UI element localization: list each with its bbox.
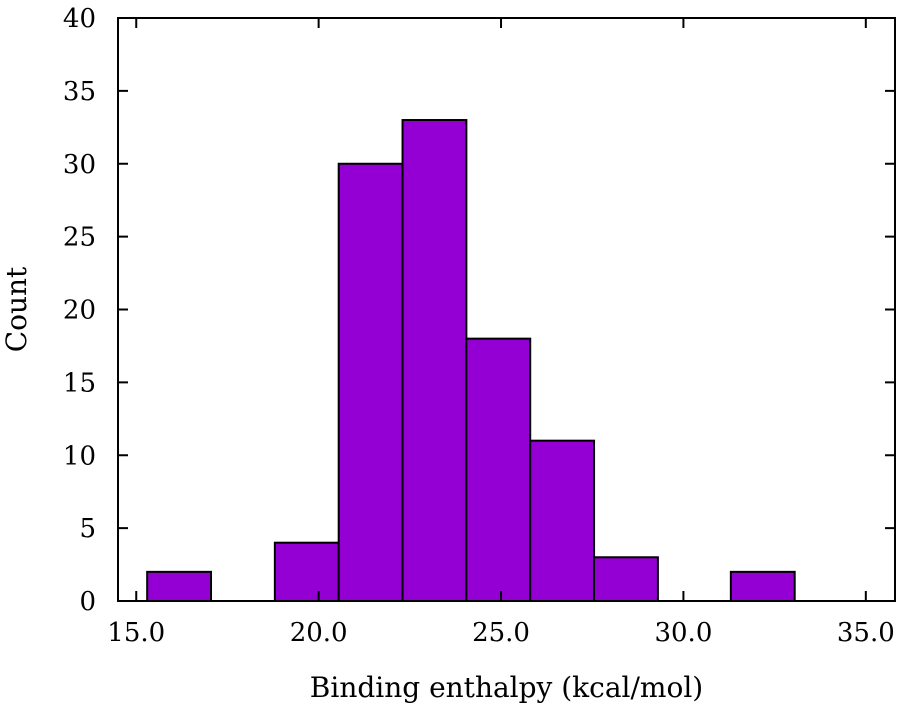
x-tick-label-4: 35.0 bbox=[837, 618, 895, 648]
y-tick-label-6: 30 bbox=[63, 150, 96, 180]
histogram-bar-3 bbox=[401, 119, 468, 603]
histogram-bar-6 bbox=[593, 556, 659, 603]
histogram-bar-0 bbox=[146, 570, 213, 602]
y-tick-label-8: 40 bbox=[63, 4, 96, 34]
y-tick-label-0: 0 bbox=[79, 587, 96, 617]
y-tick-label-2: 10 bbox=[63, 441, 96, 471]
x-ticks-group: 15.0 20.0 25.0 30.0 35.0 bbox=[107, 18, 895, 648]
histogram-bar-5 bbox=[529, 439, 596, 602]
y-tick-label-5: 25 bbox=[63, 223, 96, 253]
x-tick-label-2: 25.0 bbox=[472, 618, 530, 648]
histogram-bar-7 bbox=[729, 570, 796, 602]
histogram-bar-1 bbox=[273, 541, 340, 603]
x-tick-label-1: 20.0 bbox=[290, 618, 348, 648]
y-tick-label-3: 15 bbox=[63, 368, 96, 398]
x-tick-label-3: 30.0 bbox=[654, 618, 712, 648]
histogram-bar-4 bbox=[465, 337, 532, 602]
histogram-bar-2 bbox=[337, 162, 404, 602]
y-tick-label-4: 20 bbox=[63, 296, 96, 326]
y-tick-label-7: 35 bbox=[63, 77, 96, 107]
x-tick-label-0: 15.0 bbox=[107, 618, 165, 648]
y-axis-label: Count bbox=[0, 266, 33, 352]
y-tick-label-1: 5 bbox=[79, 514, 96, 544]
y-ticks-group: 0 5 10 15 20 25 30 35 40 bbox=[63, 4, 895, 617]
bars-group bbox=[146, 119, 796, 603]
x-axis-label: Binding enthalpy (kcal/mol) bbox=[310, 671, 703, 704]
